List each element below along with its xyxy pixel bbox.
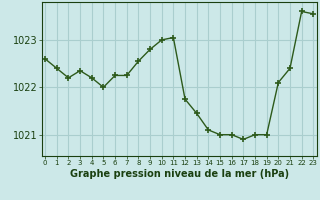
X-axis label: Graphe pression niveau de la mer (hPa): Graphe pression niveau de la mer (hPa) — [70, 169, 289, 179]
